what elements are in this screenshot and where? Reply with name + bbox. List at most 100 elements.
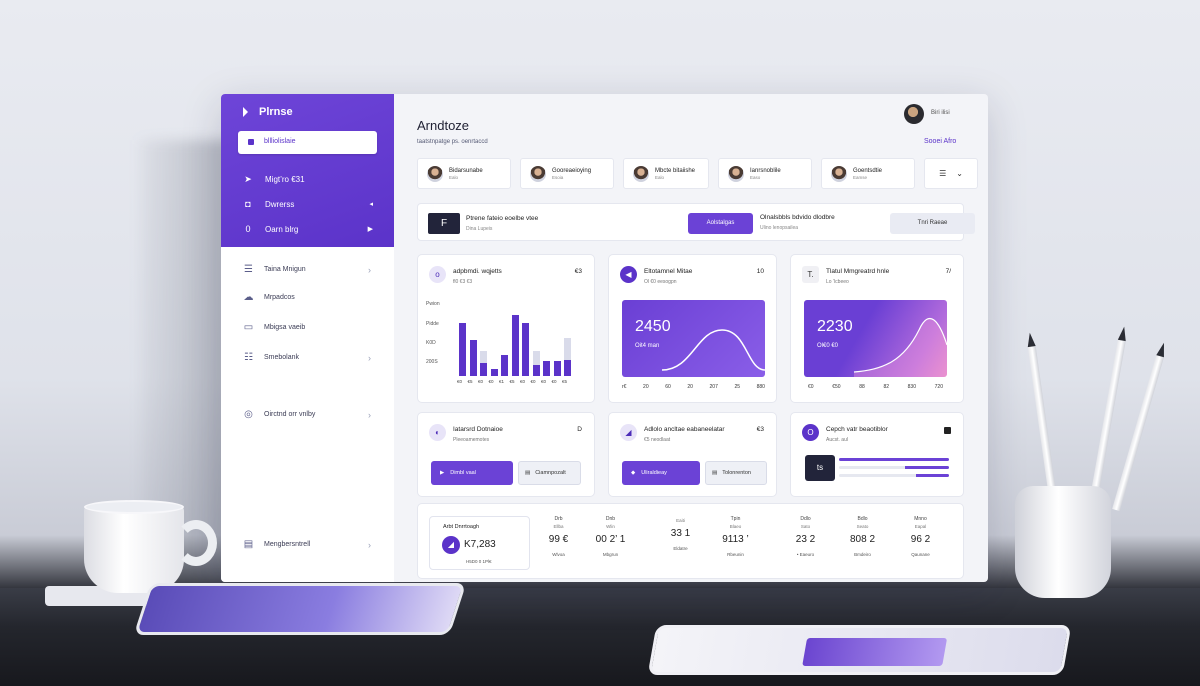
x-tick-label: 25 [734,384,741,390]
x-tick-label: €0 [551,379,557,384]
bar[interactable] [469,340,477,376]
x-tick-label: €5 [509,379,515,384]
chevron-down-icon: ⌄ [956,169,963,178]
people-menu[interactable]: ☰ ⌄ [924,158,978,189]
person-card[interactable]: Ianrsnoblile Easo [718,158,812,189]
person-card[interactable]: Goentsdtie Eamse [821,158,915,189]
card-secondary-button[interactable]: ▤ Tolonrenton [705,461,767,485]
card-primary-button[interactable]: ▶ Dimbl vaal [431,461,513,485]
stat-item[interactable]: Dnb Wlin 00 2’ 1 Mbgrun [588,516,633,557]
banner-subtitle: Dina Lupeis [466,226,493,232]
sidebar-item-taina[interactable]: ☰ Taina Mnigun › [243,264,371,275]
trend-curve [661,329,765,371]
card-count: D [577,426,582,433]
x-tick-label: 20 [687,384,693,390]
chevron-right-icon: › [368,264,371,275]
sidebar-item-smebolank[interactable]: ☷ Smebolank › [243,352,371,363]
stat-label: Tpin [730,516,741,522]
stat-sub: Blaeo [729,524,742,529]
progress-bar [839,458,949,461]
sidebar-item-dwrerss[interactable]: ◘ Dwrerss ◂ [243,199,373,209]
stat-footer: • Eaeuro [796,552,815,557]
bar[interactable] [480,362,487,376]
stat-value: 808 2 [849,534,876,545]
bar[interactable] [511,315,519,376]
bar-chart-card: o adpbmdi. wqjetts fl0 €3 €3 €3 Pwion Pi… [417,254,595,403]
bar-chart-plot: €0 €5 €0 €0 €1 €5 €0 €0 €0 €0 €5 [453,300,573,384]
banner-primary-button[interactable]: Aolstalgas [688,213,753,234]
avatar[interactable] [904,104,924,124]
stat-sub: Ellba [553,524,564,529]
card-primary-button[interactable]: ◆ Uliraldieay [622,461,700,485]
coffee-cup [84,505,184,593]
bar[interactable] [522,322,529,376]
bar[interactable] [490,368,498,376]
person-card[interactable]: Bidarsunabe Ealo [417,158,511,189]
stat-main[interactable]: Arbt Dnrrtoagh ◢ K7,283 H5D0 0 1Pl€ [429,516,530,570]
sidebar-search[interactable]: bllliolislaie [238,131,377,154]
chevron-right-icon: › [368,539,371,550]
pencil [1090,325,1129,499]
see-all-link[interactable]: Sooei Afro [924,138,957,145]
stat-value: 33 1 [670,528,691,539]
coffee-cup-rim [84,500,184,514]
sidebar-item-migtro[interactable]: ➤ Migt’ro €31 [243,174,373,185]
sidebar-item-label: Smebolank [264,354,300,361]
sidebar-header: Plrnse bllliolislaie ➤ Migt’ro €31 ◘ Dwr… [221,94,394,247]
bar-background [532,350,540,376]
person-name: Gooreaeioying [552,168,592,174]
action-card-2: ◢ Adlolo ancltae eabaneelatar €5 neodlaa… [608,412,777,497]
sidebar-item-mbigsa[interactable]: ▭ Mbigsa vaeib [243,322,371,333]
sidebar-item-mengbersntrell[interactable]: ▤ Mengbersntrell › [243,539,371,550]
bar[interactable] [553,361,561,376]
bar[interactable] [564,359,571,376]
circle-icon: O [802,424,819,441]
card-count: €3 [574,268,582,275]
x-tick-label: €1 [499,379,505,384]
bar[interactable] [501,355,508,376]
coffee-cup-handle [175,520,217,566]
trend-area [853,317,947,377]
metric-caption: Oit4 man [635,343,660,349]
stat-sub: Sato [800,524,811,529]
sidebar-item-label: Mrpadcos [264,294,295,301]
stat-label: Dnb [605,516,616,522]
chevron-right-icon: › [368,352,371,363]
bar[interactable] [532,364,540,376]
card-title: Eltotamnel Mitae [644,268,693,275]
person-role: Ealo [655,175,665,180]
person-card[interactable]: Mbcte bitaiishe Ealo [623,158,709,189]
person-card[interactable]: Gooreaeioying Esoia [520,158,614,189]
bar[interactable] [543,361,550,376]
stat-item[interactable]: Mnno Eapal 96 2 Qaunane [898,516,943,557]
brand[interactable]: Plrnse [243,106,293,118]
toggle-icon: ◐ [429,424,446,441]
stat-item[interactable]: Ddlo Sato 23 2 • Eaeuro [783,516,828,557]
pencil-tip [1156,341,1168,358]
card-secondary-button[interactable]: ▤ Ciamnpozalt [518,461,581,485]
sidebar-item-label: Taina Mnigun [264,266,306,273]
stat-item[interactable]: Eaiti 33 1 Eldatre [658,516,703,551]
checkbox-icon[interactable] [944,427,951,434]
sidebar: Plrnse bllliolislaie ➤ Migt’ro €31 ◘ Dwr… [221,94,394,582]
stat-footer: Wlvoa [552,552,565,557]
stat-footer: Eldatre [673,546,688,551]
bar[interactable] [459,322,466,376]
x-axis-labels: €0 €50 88 82 830 720 [804,384,947,390]
metric-hero: 2450 Oit4 man [622,300,765,377]
caret-right-icon: ▶ [367,226,373,233]
stat-item[interactable]: Bdlo Seato 808 2 Bmdeiro [840,516,885,557]
sidebar-item-oirctnd[interactable]: ◎ Oirctnd orr vnlby › [243,409,371,420]
x-tick-label: €0 [530,379,536,384]
stat-item[interactable]: Drb Ellba 99 € Wlvoa [536,516,581,557]
people-row: Bidarsunabe Ealo Gooreaeioying Esoia Mbcte… [417,158,978,189]
stat-item[interactable]: Tpin Blaeo 9113 ’ Rbeunin [713,516,758,557]
sidebar-item-oarn-blrg[interactable]: 0 Oarn blrg ▶ [243,224,373,234]
x-tick-label: 60 [665,384,671,390]
banner-secondary-button[interactable]: Tnri Raeae [890,213,975,234]
stat-label: Ddlo [800,516,811,522]
sidebar-item-mrpadcos[interactable]: ☁ Mrpadcos [243,292,371,303]
stat-value: 00 2’ 1 [595,534,626,545]
sidebar-item-label: Oirctnd orr vnlby [264,411,316,418]
sidebar-item-label: Dwrerss [265,199,295,209]
